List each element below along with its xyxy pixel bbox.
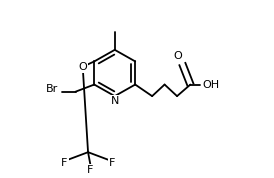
Text: F: F <box>61 158 68 168</box>
Text: O: O <box>173 51 182 61</box>
Text: F: F <box>109 158 115 168</box>
Text: O: O <box>78 62 87 72</box>
Text: OH: OH <box>203 80 220 90</box>
Text: Br: Br <box>45 84 58 94</box>
Text: F: F <box>87 165 93 175</box>
Text: N: N <box>111 96 119 106</box>
